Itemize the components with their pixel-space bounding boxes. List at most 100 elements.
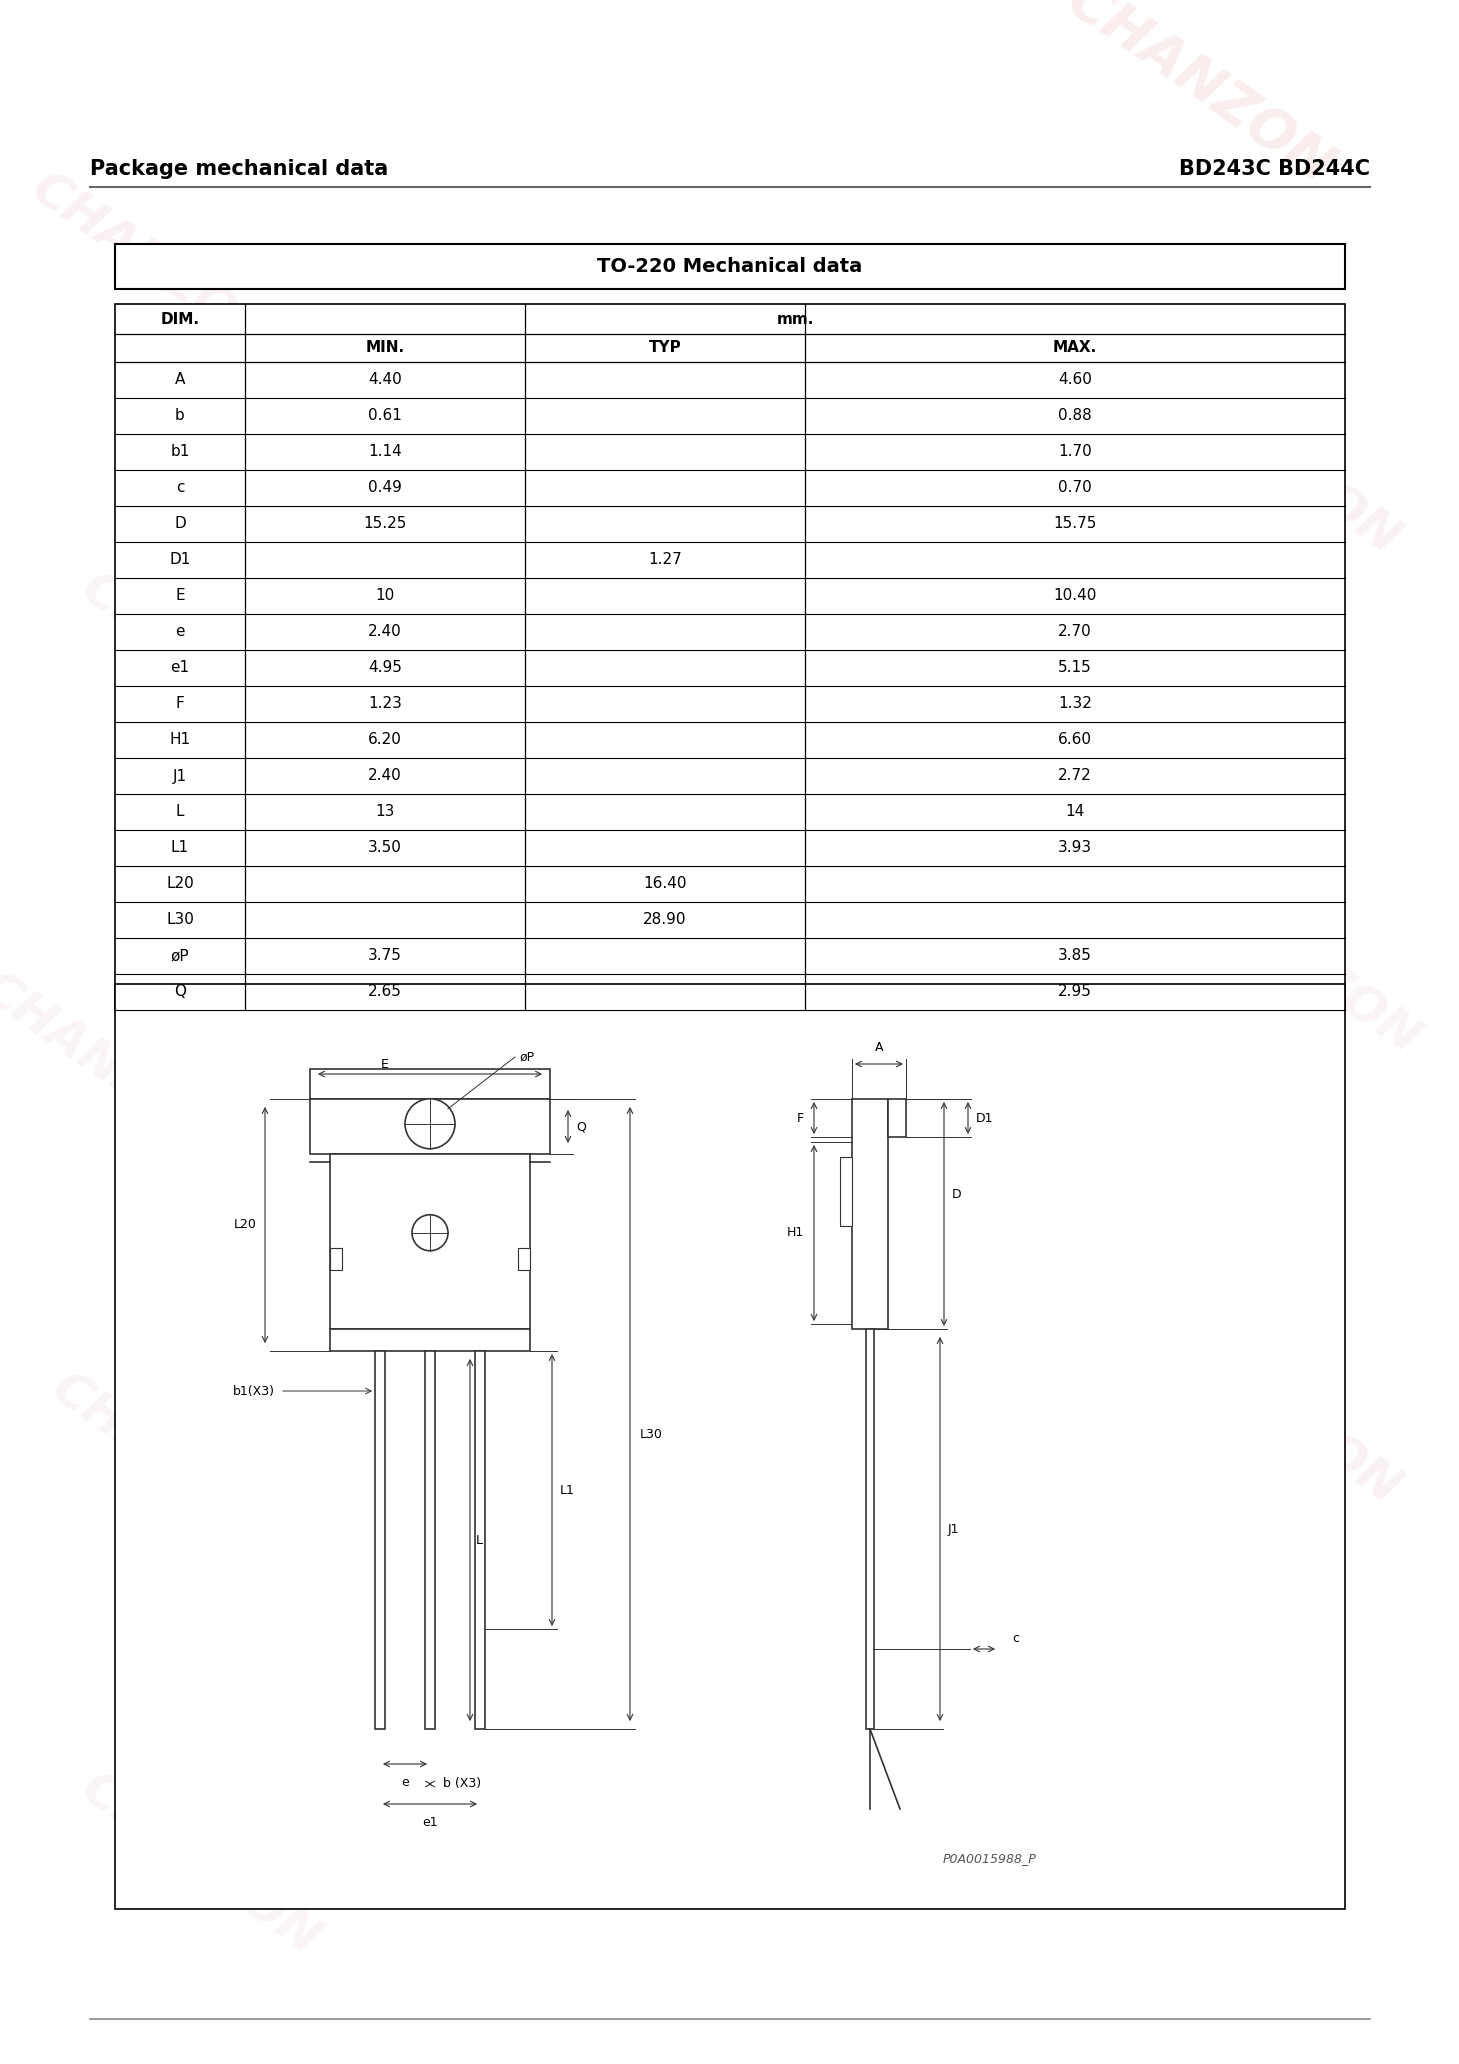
Text: D: D	[953, 1187, 961, 1201]
Text: 16.40: 16.40	[643, 877, 687, 892]
Text: L20: L20	[233, 1218, 257, 1232]
Text: mm.: mm.	[776, 312, 814, 326]
Text: CHANZON: CHANZON	[22, 163, 279, 363]
Text: 0.61: 0.61	[368, 409, 401, 423]
Bar	[115, 985, 1345, 1909]
Bar	[115, 244, 1345, 289]
Text: c: c	[175, 481, 184, 495]
Text: 2.40: 2.40	[368, 625, 401, 640]
Text: J1: J1	[948, 1523, 960, 1536]
Text: 3.75: 3.75	[368, 949, 401, 964]
Text: MAX.: MAX.	[1053, 341, 1097, 355]
Text: L1: L1	[171, 840, 190, 854]
Bar	[518, 1249, 530, 1269]
Text: 2.65: 2.65	[368, 985, 401, 999]
Text: 0.49: 0.49	[368, 481, 401, 495]
Text: b1(X3): b1(X3)	[233, 1385, 274, 1397]
Text: CHANZON: CHANZON	[71, 563, 328, 764]
Text: L20: L20	[166, 877, 194, 892]
Bar	[330, 1329, 530, 1352]
Text: e: e	[401, 1775, 409, 1789]
Text: 4.40: 4.40	[368, 372, 401, 388]
Text: b1: b1	[171, 444, 190, 460]
Text: A: A	[875, 1040, 883, 1055]
Bar	[330, 1249, 341, 1269]
Text: 1.14: 1.14	[368, 444, 401, 460]
Text: MIN.: MIN.	[365, 341, 404, 355]
Circle shape	[406, 1098, 455, 1150]
Text: D1: D1	[976, 1112, 994, 1125]
Text: 13: 13	[375, 805, 395, 819]
Text: b (X3): b (X3)	[444, 1777, 481, 1789]
Text: CHANZON: CHANZON	[1172, 865, 1428, 1063]
Text: D1: D1	[169, 553, 191, 568]
Bar	[309, 1098, 550, 1154]
Text: 2.40: 2.40	[368, 768, 401, 784]
Text: F: F	[175, 696, 184, 712]
Bar	[840, 1156, 852, 1226]
Text: 15.75: 15.75	[1053, 516, 1097, 533]
Text: L: L	[175, 805, 184, 819]
Text: H1: H1	[169, 733, 191, 747]
Text: øP: øP	[171, 949, 190, 964]
Text: CHANZON: CHANZON	[1151, 363, 1408, 563]
Bar	[309, 1069, 550, 1098]
Text: TYP: TYP	[649, 341, 681, 355]
Text: 10: 10	[375, 588, 394, 603]
Text: 1.32: 1.32	[1058, 696, 1091, 712]
Text: CHANZON: CHANZON	[372, 865, 629, 1063]
Text: 1.23: 1.23	[368, 696, 401, 712]
Text: CHANZON: CHANZON	[0, 964, 229, 1164]
Text: L30: L30	[641, 1428, 662, 1441]
Text: e: e	[175, 625, 185, 640]
Text: 28.90: 28.90	[643, 912, 687, 927]
Text: c: c	[1013, 1633, 1018, 1645]
Bar	[115, 303, 1345, 1009]
Text: CHANZON: CHANZON	[1058, 0, 1342, 196]
Text: 3.85: 3.85	[1058, 949, 1091, 964]
Text: P0A0015988_P: P0A0015988_P	[943, 1853, 1037, 1866]
Text: CHANZON: CHANZON	[972, 1684, 1228, 1884]
Text: Q: Q	[576, 1121, 587, 1133]
Bar	[852, 1098, 889, 1329]
Text: 3.93: 3.93	[1058, 840, 1093, 854]
Bar	[425, 1352, 435, 1730]
Text: 3.50: 3.50	[368, 840, 401, 854]
Text: 5.15: 5.15	[1058, 660, 1091, 675]
Text: 2.95: 2.95	[1058, 985, 1091, 999]
Text: D: D	[174, 516, 185, 533]
Text: H1: H1	[786, 1226, 804, 1240]
Text: CHANZON: CHANZON	[42, 1364, 299, 1565]
Text: 6.20: 6.20	[368, 733, 401, 747]
Text: 2.70: 2.70	[1058, 625, 1091, 640]
Text: F: F	[797, 1112, 804, 1125]
Bar	[476, 1352, 484, 1730]
Text: CHANZON: CHANZON	[1151, 1315, 1408, 1513]
Bar	[889, 1098, 906, 1137]
Text: E: E	[175, 588, 185, 603]
Text: CHANZON: CHANZON	[772, 1164, 1029, 1364]
Text: L30: L30	[166, 912, 194, 927]
Text: 14: 14	[1065, 805, 1084, 819]
Text: 0.88: 0.88	[1058, 409, 1091, 423]
Text: 10.40: 10.40	[1053, 588, 1097, 603]
Text: b: b	[175, 409, 185, 423]
Text: CHANZON: CHANZON	[471, 1463, 728, 1664]
Text: CHANZON: CHANZON	[572, 615, 829, 813]
Text: 1.70: 1.70	[1058, 444, 1091, 460]
Text: 1.27: 1.27	[648, 553, 681, 568]
Text: e1: e1	[422, 1816, 438, 1829]
Text: øP: øP	[519, 1051, 535, 1063]
Bar	[867, 1329, 874, 1730]
Text: L: L	[476, 1534, 483, 1546]
Text: DIM.: DIM.	[160, 312, 200, 326]
Text: TO-220 Mechanical data: TO-220 Mechanical data	[597, 258, 862, 277]
Text: 15.25: 15.25	[363, 516, 407, 533]
Bar	[330, 1154, 530, 1329]
Text: 0.70: 0.70	[1058, 481, 1091, 495]
Text: J1: J1	[174, 768, 187, 784]
Text: Q: Q	[174, 985, 185, 999]
Text: 4.95: 4.95	[368, 660, 401, 675]
Text: L1: L1	[560, 1484, 575, 1496]
Text: 2.72: 2.72	[1058, 768, 1091, 784]
